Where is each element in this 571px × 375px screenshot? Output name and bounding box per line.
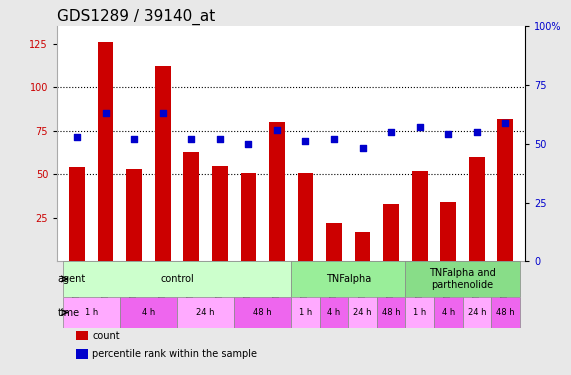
Bar [348, 297, 377, 328]
Bar [469, 157, 485, 261]
Text: count: count [93, 330, 120, 340]
Point [501, 120, 510, 126]
Bar [76, 331, 87, 340]
Point [358, 146, 367, 152]
Bar [183, 152, 199, 261]
Bar [63, 261, 291, 297]
Bar [440, 202, 456, 261]
Text: time: time [58, 308, 80, 318]
Bar [240, 172, 256, 261]
Text: 24 h: 24 h [353, 308, 372, 317]
Text: GDS1289 / 39140_at: GDS1289 / 39140_at [57, 9, 215, 25]
Point [301, 138, 310, 144]
Bar [434, 297, 463, 328]
Text: 4 h: 4 h [441, 308, 455, 317]
Bar [291, 297, 320, 328]
Bar [355, 232, 371, 261]
Bar [234, 297, 291, 328]
Bar [76, 349, 87, 359]
Bar [120, 297, 177, 328]
Bar [212, 165, 228, 261]
Point [329, 136, 339, 142]
Point [130, 136, 139, 142]
Point [472, 129, 481, 135]
Point [158, 110, 167, 116]
Text: 48 h: 48 h [496, 308, 514, 317]
Bar [98, 42, 114, 261]
Point [444, 131, 453, 137]
Bar [405, 297, 434, 328]
Bar [297, 172, 313, 261]
Bar [177, 297, 234, 328]
Text: 48 h: 48 h [254, 308, 272, 317]
Point [73, 134, 82, 140]
Bar [377, 297, 405, 328]
Text: 24 h: 24 h [468, 308, 486, 317]
Text: 48 h: 48 h [382, 308, 400, 317]
Text: 1 h: 1 h [413, 308, 427, 317]
Point [272, 127, 282, 133]
Bar [326, 223, 342, 261]
Text: percentile rank within the sample: percentile rank within the sample [93, 349, 257, 359]
Text: 1 h: 1 h [85, 308, 98, 317]
Bar [269, 122, 285, 261]
Point [101, 110, 110, 116]
Text: 24 h: 24 h [196, 308, 215, 317]
Text: TNFalpha and
parthenolide: TNFalpha and parthenolide [429, 268, 496, 290]
Bar [291, 261, 405, 297]
Point [387, 129, 396, 135]
Text: 4 h: 4 h [142, 308, 155, 317]
Bar [63, 297, 120, 328]
Point [215, 136, 224, 142]
Bar [405, 261, 520, 297]
Text: TNFalpha: TNFalpha [325, 274, 371, 284]
Text: 4 h: 4 h [327, 308, 341, 317]
Bar [126, 169, 142, 261]
Text: agent: agent [58, 274, 86, 284]
Bar [463, 297, 491, 328]
Bar [383, 204, 399, 261]
Point [187, 136, 196, 142]
Bar [69, 167, 85, 261]
Bar [320, 297, 348, 328]
Bar [491, 297, 520, 328]
Text: 1 h: 1 h [299, 308, 312, 317]
Text: control: control [160, 274, 194, 284]
Point [244, 141, 253, 147]
Point [415, 124, 424, 130]
Bar [412, 171, 428, 261]
Bar [155, 66, 171, 261]
Bar [497, 118, 513, 261]
